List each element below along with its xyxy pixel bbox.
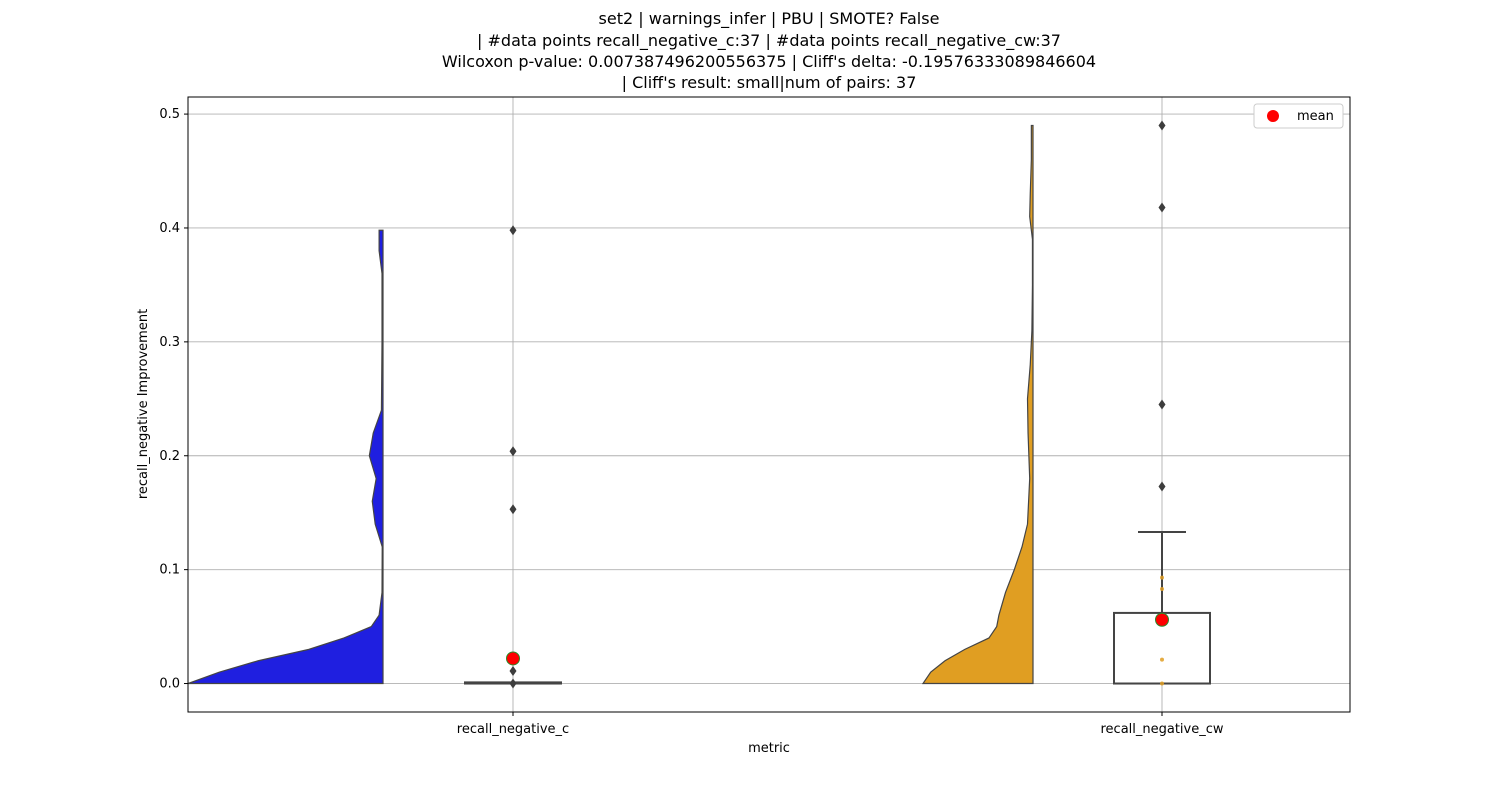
outlier-recall_negative_c-1 bbox=[509, 446, 517, 457]
outlier-recall_negative_cw-2 bbox=[1158, 399, 1166, 410]
outlier-recall_negative_cw-3 bbox=[1158, 481, 1166, 492]
x-tick-label-1: recall_negative_cw bbox=[1100, 722, 1223, 737]
outlier-recall_negative_c-3 bbox=[509, 666, 517, 676]
outlier-recall_negative_cw-1 bbox=[1158, 202, 1166, 213]
chart-title: set2 | warnings_infer | PBU | SMOTE? Fal… bbox=[442, 9, 1096, 92]
legend-marker-0 bbox=[1267, 110, 1279, 122]
y-tick-label-0: 0.0 bbox=[159, 677, 180, 692]
data-points bbox=[506, 120, 1169, 689]
y-tick-label-2: 0.2 bbox=[159, 449, 180, 464]
y-tick-label-1: 0.1 bbox=[159, 563, 180, 578]
x-tick-label-0: recall_negative_c bbox=[457, 722, 569, 737]
title-line-2: | #data points recall_negative_c:37 | #d… bbox=[477, 31, 1061, 51]
x-axis-ticks: recall_negative_c recall_negative_cw bbox=[457, 712, 1224, 737]
y-axis-label: recall_negative Improvement bbox=[136, 309, 151, 499]
y-tick-label-4: 0.4 bbox=[159, 221, 180, 236]
outlier-recall_negative_c-0 bbox=[509, 225, 517, 236]
y-tick-label-3: 0.3 bbox=[159, 335, 180, 350]
title-line-1: set2 | warnings_infer | PBU | SMOTE? Fal… bbox=[599, 9, 940, 29]
outlier-recall_negative_cw-0 bbox=[1158, 120, 1166, 131]
title-line-3: Wilcoxon p-value: 0.007387496200556375 |… bbox=[442, 52, 1096, 71]
legend-box bbox=[1253, 103, 1344, 129]
title-line-4: | Cliff's result: small|num of pairs: 37 bbox=[622, 73, 917, 92]
strip-point-recall_negative_cw-2 bbox=[1160, 587, 1164, 591]
strip-point-recall_negative_cw-1 bbox=[1160, 657, 1164, 662]
outlier-recall_negative_c-4 bbox=[509, 678, 517, 689]
plot-frame bbox=[187, 96, 1351, 713]
boxplots bbox=[464, 531, 1211, 685]
violins bbox=[188, 124, 1034, 685]
y-tick-label-5: 0.5 bbox=[159, 107, 180, 122]
legend: mean bbox=[1253, 103, 1344, 129]
violin-recall_negative_c bbox=[188, 229, 384, 685]
y-axis-ticks: 0.0 0.1 0.2 0.3 0.4 0.5 bbox=[159, 107, 188, 692]
mean-marker-recall_negative_c bbox=[506, 651, 520, 666]
strip-point-recall_negative_cw-0 bbox=[1160, 681, 1164, 686]
strip-point-recall_negative_cw-3 bbox=[1160, 575, 1164, 580]
violin-recall_negative_cw bbox=[921, 124, 1034, 685]
mean-marker-recall_negative_cw bbox=[1155, 612, 1169, 627]
x-axis-label: metric bbox=[748, 741, 790, 756]
outlier-recall_negative_c-2 bbox=[509, 504, 517, 515]
legend-label-0: mean bbox=[1297, 109, 1334, 124]
